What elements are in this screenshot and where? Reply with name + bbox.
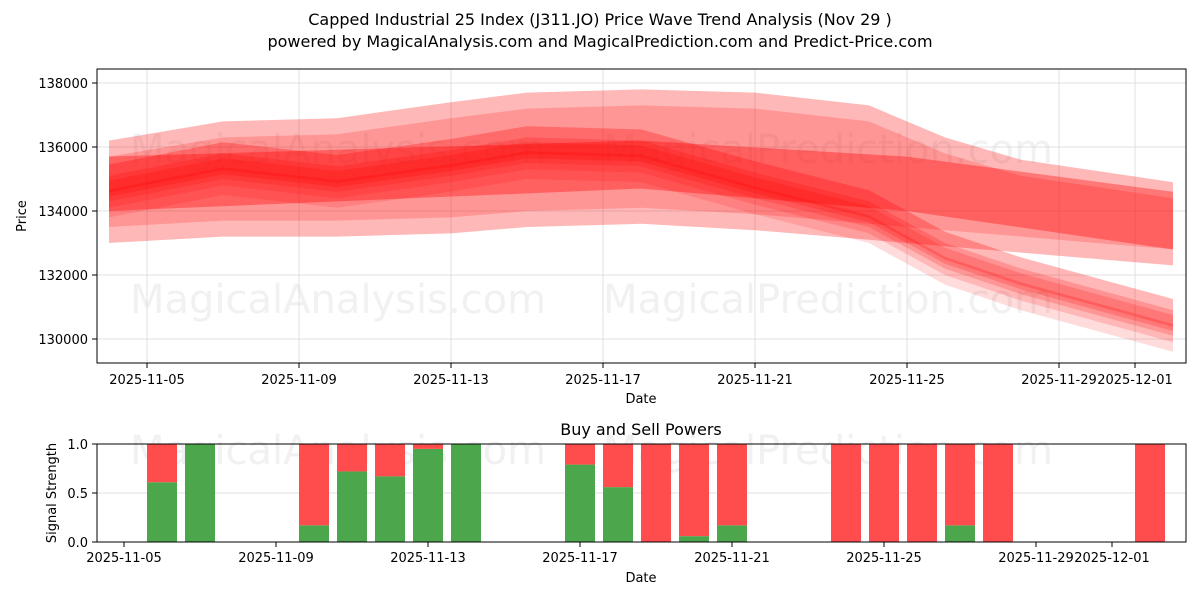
x-tick-label: 2025-11-13 — [413, 373, 489, 388]
core-wave-band — [109, 142, 1173, 336]
sell-bar — [945, 444, 975, 526]
watermark-text: MagicalPrediction.com — [603, 127, 1053, 173]
buy-bar — [299, 525, 329, 542]
core-wave-band — [109, 126, 1173, 343]
trend-band — [109, 140, 1173, 250]
price-wave-chart: MagicalAnalysis.com MagicalPrediction.co… — [15, 68, 1187, 407]
signal-x-axis-label: Date — [625, 571, 656, 586]
x-tick-label: 2025-11-21 — [717, 373, 793, 388]
price-y-axis: 130000 132000 134000 136000 138000 — [38, 77, 97, 348]
buy-bar — [413, 448, 443, 542]
x-tick-label: 2025-12-01 — [1074, 551, 1150, 566]
x-tick-label: 2025-11-29 — [1021, 373, 1097, 388]
outer-price-band — [109, 89, 1173, 266]
price-x-axis-label: Date — [625, 392, 656, 407]
sell-bar — [337, 444, 367, 472]
sell-bar — [375, 444, 405, 477]
buy-bar — [945, 525, 975, 542]
sell-bar — [907, 444, 937, 542]
signal-bars — [147, 444, 1165, 542]
y-tick-label: 0.0 — [67, 536, 88, 551]
y-tick-label: 130000 — [38, 333, 88, 348]
x-tick-label: 2025-11-09 — [261, 373, 337, 388]
y-tick-label: 134000 — [38, 205, 88, 220]
x-tick-label: 2025-11-21 — [694, 551, 770, 566]
sell-bar — [983, 444, 1013, 542]
signal-x-axis: 2025-11-05 2025-11-09 2025-11-13 2025-11-17… — [86, 542, 1150, 566]
buy-bar — [147, 482, 177, 542]
core-wave-band — [109, 126, 1173, 352]
y-tick-label: 1.0 — [67, 438, 88, 453]
y-tick-label: 132000 — [38, 269, 88, 284]
core-wave-band — [109, 137, 1173, 331]
watermark-text: MagicalAnalysis.com — [130, 277, 546, 323]
y-tick-label: 0.5 — [67, 487, 88, 502]
price-x-axis: 2025-11-05 2025-11-09 2025-11-13 2025-11-17… — [109, 363, 1173, 388]
buy-bar — [337, 471, 367, 542]
x-tick-label: 2025-11-25 — [846, 551, 922, 566]
x-tick-label: 2025-11-29 — [998, 551, 1074, 566]
sell-bar — [565, 444, 595, 465]
sell-bar — [869, 444, 899, 542]
chart-title: Capped Industrial 25 Index (J311.JO) Pri… — [308, 10, 892, 29]
chart-subtitle: powered by MagicalAnalysis.com and Magic… — [267, 32, 933, 51]
buy-bar — [679, 536, 709, 542]
signal-y-axis-label: Signal Strength — [45, 443, 60, 543]
x-tick-label: 2025-11-09 — [238, 551, 314, 566]
sell-bar — [299, 444, 329, 526]
x-tick-label: 2025-11-17 — [565, 373, 641, 388]
y-tick-label: 136000 — [38, 141, 88, 156]
sell-bar — [1135, 444, 1165, 542]
sell-bar — [831, 444, 861, 542]
mid-price-band — [109, 105, 1173, 250]
sell-bar — [717, 444, 747, 526]
sell-bar — [413, 444, 443, 449]
watermark-text: MagicalAnalysis.com — [130, 127, 546, 173]
price-axes-frame — [96, 68, 1187, 364]
x-tick-label: 2025-11-05 — [109, 373, 185, 388]
buy-bar — [603, 487, 633, 542]
buy-bar — [565, 464, 595, 542]
watermark-text: MagicalPrediction.com — [603, 277, 1053, 323]
y-tick-label: 138000 — [38, 77, 88, 92]
sell-bar — [641, 444, 671, 542]
core-wave-band — [109, 151, 1173, 327]
sell-bar — [603, 444, 633, 488]
buy-bar — [375, 476, 405, 542]
watermark-text: MagicalPrediction.com — [603, 428, 1053, 474]
price-grid — [97, 69, 1186, 363]
x-tick-label: 2025-11-25 — [869, 373, 945, 388]
buy-sell-power-chart: Buy and Sell Powers MagicalAnalysis.com … — [45, 420, 1187, 586]
sell-bar — [679, 444, 709, 537]
x-tick-label: 2025-11-05 — [86, 551, 162, 566]
buy-bar — [451, 444, 481, 542]
sell-bar — [147, 444, 177, 483]
x-tick-label: 2025-11-13 — [390, 551, 466, 566]
buy-bar — [185, 444, 215, 542]
signal-y-axis: 0.0 0.5 1.0 — [67, 438, 97, 551]
price-y-axis-label: Price — [15, 200, 30, 232]
x-tick-label: 2025-12-01 — [1097, 373, 1173, 388]
x-tick-label: 2025-11-17 — [542, 551, 618, 566]
price-wave-bands — [109, 89, 1173, 352]
buy-sell-title: Buy and Sell Powers — [560, 420, 722, 439]
buy-bar — [717, 525, 747, 542]
